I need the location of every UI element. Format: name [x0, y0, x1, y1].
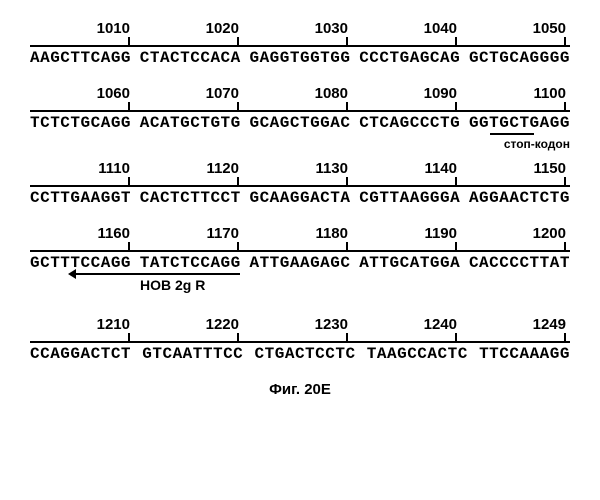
position-label: 1180 [308, 225, 348, 242]
position-label: 1030 [308, 20, 348, 37]
position-label: 1230 [308, 316, 348, 333]
sequence-text: CCTTGAAGGTCACTCTTCCTGCAAGGACTACGTTAAGGGA… [30, 187, 570, 207]
sequence-row: 1110 1120 1130 1140 1150 CCTTGAAGGTCACTCTTCCT… [30, 160, 570, 207]
position-label: 1020 [199, 20, 239, 37]
position-label: 1200 [526, 225, 566, 242]
position-label: 1210 [90, 316, 130, 333]
figure-caption: Фиг. 20E [30, 381, 570, 398]
sequence-row: 1160 1170 1180 1190 1200 GCTTTCCAGGTATCTCCAGG… [30, 225, 570, 272]
sequence-row: 1010 1020 1030 1040 1050 AAGCTTCAGGCTACTCCACA… [30, 20, 570, 67]
position-label: 1010 [90, 20, 130, 37]
position-label: 1040 [417, 20, 457, 37]
position-label: 1170 [199, 225, 239, 242]
position-label: 1050 [526, 20, 566, 37]
position-label: 1140 [417, 160, 457, 177]
sequence-text: CCAGGACTCTGTCAATTTCCCTGACTCCTCTAAGCCACTC… [30, 343, 570, 363]
position-label: 1220 [199, 316, 239, 333]
sequence-text: AAGCTTCAGGCTACTCCACAGAGGTGGTGGCCCTGAGCAG… [30, 47, 570, 67]
position-label: 1160 [90, 225, 130, 242]
sequence-text: TCTCTGCAGGACATGCTGTGGCAGCTGGACCTCAGCCCTG… [30, 112, 570, 132]
position-label: 1100 [526, 85, 566, 102]
position-label: 1150 [526, 160, 566, 177]
sequence-text: GCTTTCCAGGTATCTCCAGGATTGAAGAGCATTGCATGGA… [30, 252, 570, 272]
position-label: 1130 [308, 160, 348, 177]
primer-label: HOB 2g R [140, 277, 205, 293]
position-label: 1240 [417, 316, 457, 333]
primer-arrow [70, 273, 240, 275]
position-label: 1249 [526, 316, 566, 333]
position-label: 1110 [90, 160, 130, 177]
position-label: 1190 [417, 225, 457, 242]
position-label: 1120 [199, 160, 239, 177]
sequence-row: 1210 1220 1230 1240 1249 CCAGGACTCTGTCAATTTCC… [30, 316, 570, 363]
sequence-row: 1060 1070 1080 1090 1100 TCTCTGCAGGACATGCTGTG… [30, 85, 570, 132]
position-label: 1070 [199, 85, 239, 102]
position-label: 1060 [90, 85, 130, 102]
position-label: 1090 [417, 85, 457, 102]
position-label: 1080 [308, 85, 348, 102]
stop-codon-underline [490, 133, 534, 135]
stop-codon-label: стоп-кодон [504, 137, 570, 151]
